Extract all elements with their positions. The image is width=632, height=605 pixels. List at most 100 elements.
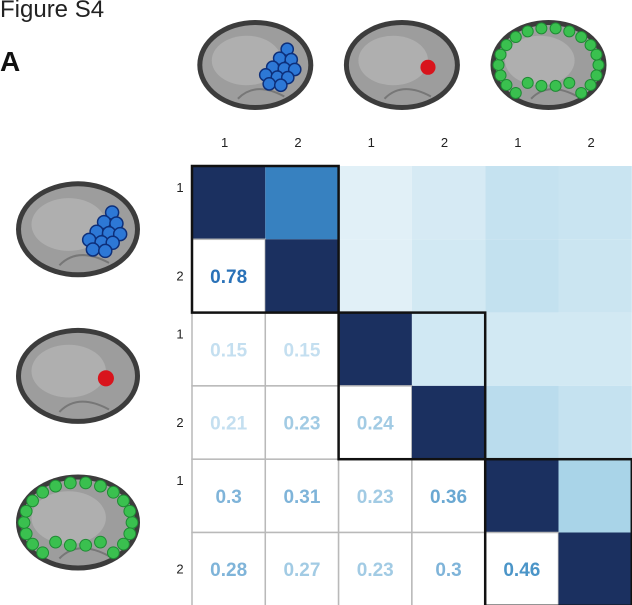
green-cell <box>509 86 522 99</box>
green-cell <box>500 78 513 92</box>
green-cell <box>49 535 62 549</box>
green-cell <box>521 25 534 38</box>
heatmap-cell <box>485 239 559 313</box>
group-block-border <box>190 164 340 314</box>
row-tick-label: 2 <box>176 415 183 430</box>
heatmap-cell <box>558 312 632 386</box>
embryo-red-dot-icon <box>16 327 140 424</box>
green-cell <box>123 527 137 541</box>
green-cell <box>94 535 107 549</box>
blue-cell <box>273 78 288 93</box>
row-tick-label: 2 <box>176 268 183 283</box>
embryo-fold <box>237 88 285 100</box>
column-tick-label: 2 <box>294 135 301 150</box>
diagonal-cell <box>558 532 632 605</box>
embryo-texture <box>358 35 429 86</box>
value-label: 0.46 <box>503 560 540 581</box>
red-dot <box>97 370 114 387</box>
row-tick-labels: 1 2 1 2 1 2 <box>176 180 183 577</box>
label-cell <box>264 311 340 387</box>
value-label: 0.3 <box>435 560 461 581</box>
heatmap-cell <box>558 459 632 533</box>
row-tick-label: 1 <box>176 180 183 195</box>
value-label: 0.23 <box>283 414 320 435</box>
green-cell <box>590 48 603 61</box>
green-cell <box>36 485 50 499</box>
value-label: 0.23 <box>357 560 394 581</box>
green-cell <box>125 516 139 529</box>
group-block-border <box>337 311 487 461</box>
green-cell <box>549 22 562 35</box>
value-label: 0.78 <box>210 267 247 288</box>
heatmap-cell <box>485 166 559 240</box>
blue-cell <box>98 243 113 259</box>
heatmap-cell <box>338 239 412 313</box>
embryo-texture <box>31 344 106 398</box>
figure-label: Figure S4 <box>0 0 105 23</box>
row-tick-label: 1 <box>176 327 183 342</box>
green-cell <box>106 546 120 560</box>
value-labels: 0.78 0.15 0.15 0.21 0.23 0.24 0.3 0.31 0.23 0.36 0… <box>210 267 540 581</box>
heatmap-cells <box>191 166 632 605</box>
diagonal-cell <box>265 239 339 313</box>
green-cell <box>590 69 603 82</box>
green-cell <box>94 479 107 493</box>
embryo-green-ring-icon <box>490 20 607 110</box>
green-cell <box>494 48 507 61</box>
value-label: 0.36 <box>430 487 467 508</box>
green-cell <box>26 537 39 551</box>
green-cell <box>117 537 130 551</box>
heatmap-cell <box>265 166 339 240</box>
panel-label: A <box>0 46 21 77</box>
row-tick-label: 2 <box>176 562 183 577</box>
green-cell <box>63 538 77 552</box>
heatmap-cell <box>338 166 412 240</box>
green-cell <box>49 479 62 493</box>
column-tick-label: 2 <box>588 135 595 150</box>
green-cell <box>106 485 120 499</box>
heatmap-cell <box>558 239 632 313</box>
green-cell <box>26 494 39 508</box>
label-cell <box>337 458 413 534</box>
column-tick-label: 1 <box>514 135 521 150</box>
green-cell <box>592 58 605 72</box>
column-tick-label: 2 <box>441 135 448 150</box>
green-cell <box>79 538 93 552</box>
column-tick-labels: 1 2 1 2 1 2 <box>221 135 595 150</box>
diagonal-cell <box>192 166 266 240</box>
heatmap-cell <box>558 166 632 240</box>
embryo-blue-cells-icon <box>16 181 140 278</box>
embryo-blue-cells-icon <box>197 20 314 110</box>
heatmap-cell <box>411 312 486 386</box>
green-cell <box>535 79 548 92</box>
green-cell <box>500 38 513 52</box>
embryo-fold <box>58 254 110 267</box>
green-cell <box>563 25 576 38</box>
label-cell <box>191 531 267 605</box>
value-label: 0.15 <box>210 340 247 361</box>
green-cell <box>549 79 562 92</box>
diagonal-cell <box>411 385 486 460</box>
green-cell <box>117 494 130 508</box>
embryo-fold <box>58 400 110 413</box>
green-cell <box>494 69 507 82</box>
label-cell <box>191 238 267 314</box>
label-cell <box>191 385 267 460</box>
diagonal-cell <box>338 312 412 386</box>
value-label: 0.27 <box>283 560 320 581</box>
green-cell <box>36 546 50 560</box>
value-label: 0.15 <box>283 340 320 361</box>
heatmap-cell <box>411 239 486 313</box>
value-label: 0.24 <box>357 414 394 435</box>
embryo-green-ring-icon <box>16 474 140 571</box>
value-label: 0.3 <box>215 487 241 508</box>
embryo-texture <box>505 35 575 86</box>
blue-cell <box>262 77 277 91</box>
green-cell <box>563 76 576 89</box>
green-cell <box>19 504 33 518</box>
green-cell <box>123 504 137 518</box>
heatmap-cell <box>485 312 559 386</box>
heatmap-cell <box>411 166 486 240</box>
value-label: 0.31 <box>283 487 320 508</box>
